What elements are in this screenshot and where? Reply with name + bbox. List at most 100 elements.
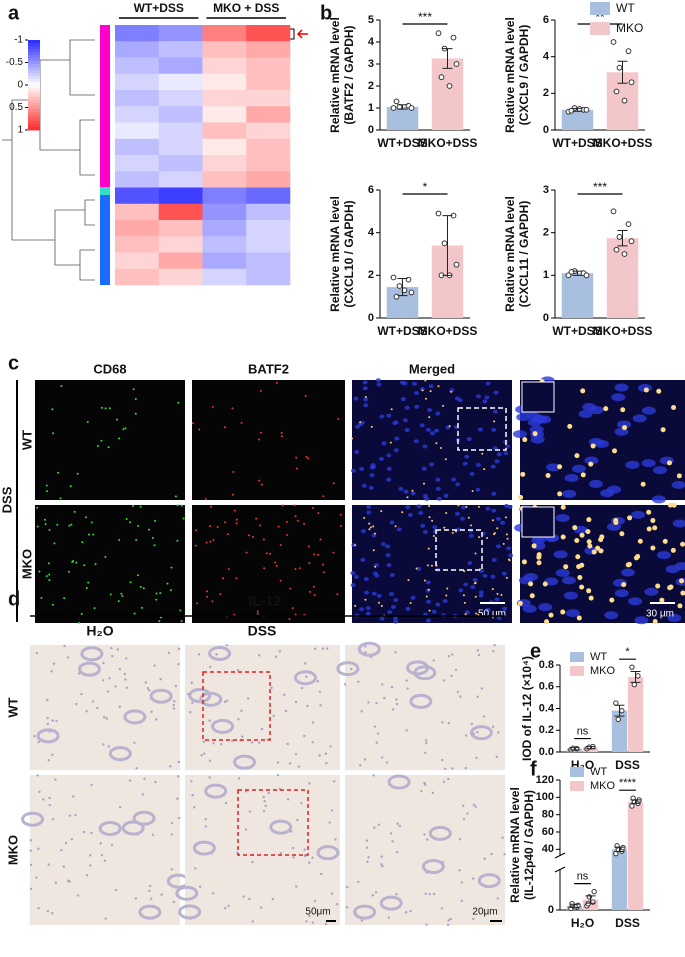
signal: [256, 610, 259, 613]
signal: [174, 495, 177, 498]
error-bar: [442, 48, 453, 69]
signal: [196, 602, 199, 605]
bar: [582, 747, 599, 752]
cell: [472, 877, 475, 880]
nucleus: [354, 450, 360, 455]
bar: [627, 676, 644, 752]
heatmap-cell: [115, 122, 160, 140]
signal: [457, 504, 460, 507]
signal: [40, 596, 43, 599]
nucleus: [427, 408, 433, 413]
signal: [269, 552, 272, 555]
signal: [500, 594, 503, 597]
nucleus: [429, 462, 435, 467]
nucleus: [617, 420, 632, 429]
nucleus: [634, 616, 649, 625]
cell: [118, 705, 121, 709]
heatmap-cell: [202, 220, 247, 237]
signal: [286, 534, 289, 537]
data-point: [396, 283, 403, 289]
nucleus: [363, 403, 369, 408]
histology-image: [185, 775, 340, 925]
cell: [443, 767, 447, 771]
nucleus: [513, 430, 528, 439]
cell: [51, 719, 54, 722]
cell: [146, 687, 150, 690]
cell: [66, 656, 70, 659]
cell: [103, 859, 107, 862]
cell: [104, 917, 107, 920]
nucleus: [364, 590, 370, 595]
signal: [421, 389, 424, 392]
signal: [322, 563, 325, 566]
cell: [264, 804, 267, 808]
signal: [372, 549, 375, 552]
data-point: [396, 104, 403, 110]
crypt: [178, 904, 202, 920]
signal: [655, 583, 661, 589]
signal: [232, 470, 235, 473]
cell: [46, 722, 49, 726]
cell: [133, 741, 136, 744]
y-tick-label: 40: [542, 843, 554, 855]
signal: [574, 453, 580, 459]
nucleus: [553, 550, 568, 559]
nucleus: [366, 510, 372, 515]
signal: [107, 446, 110, 449]
signal: [100, 439, 103, 442]
cell: [330, 809, 334, 812]
nucleus: [393, 598, 399, 603]
signal: [542, 581, 548, 587]
cell: [135, 767, 138, 770]
nucleus: [614, 383, 629, 392]
y-tick-label: 0: [368, 124, 374, 136]
signal: [586, 517, 592, 523]
cell: [100, 854, 104, 857]
error-bar: [630, 671, 641, 683]
nucleus: [656, 551, 671, 560]
signal: [277, 525, 280, 528]
cell: [105, 717, 109, 720]
signal: [432, 534, 435, 537]
signal: [491, 588, 494, 591]
signal: [637, 538, 643, 544]
y-tick-label: 80: [542, 809, 554, 821]
nucleus: [531, 415, 546, 424]
nucleus: [672, 519, 685, 528]
heatmap-cell: [158, 138, 203, 156]
cell: [389, 832, 393, 835]
colorbar-step: [28, 61, 40, 65]
cell: [470, 722, 474, 725]
cell: [367, 856, 370, 859]
legend-label: WT: [616, 1, 635, 15]
significance-label: *: [423, 180, 428, 194]
signal: [179, 609, 182, 612]
data-point: [628, 79, 635, 86]
signal: [279, 544, 282, 547]
signal: [545, 473, 551, 479]
cell: [371, 894, 375, 897]
nucleus: [464, 610, 470, 615]
data-point: [629, 803, 635, 809]
cell: [134, 897, 138, 900]
cell: [291, 846, 295, 850]
signal: [245, 551, 248, 554]
signal: [176, 504, 179, 507]
cell: [308, 782, 311, 785]
signal: [370, 425, 373, 428]
cell: [172, 703, 175, 707]
data-point: [405, 276, 412, 283]
signal: [36, 525, 39, 528]
data-point: [619, 707, 625, 714]
cell: [29, 839, 33, 842]
signal: [505, 533, 508, 536]
signal: [369, 526, 372, 529]
nucleus: [402, 418, 408, 423]
scale-bar-label: 20μm: [472, 907, 497, 918]
cell: [173, 700, 176, 703]
nucleus: [507, 504, 513, 509]
error-bar: [397, 278, 408, 297]
cell: [225, 644, 228, 647]
y-tick-label: 2: [368, 269, 374, 281]
